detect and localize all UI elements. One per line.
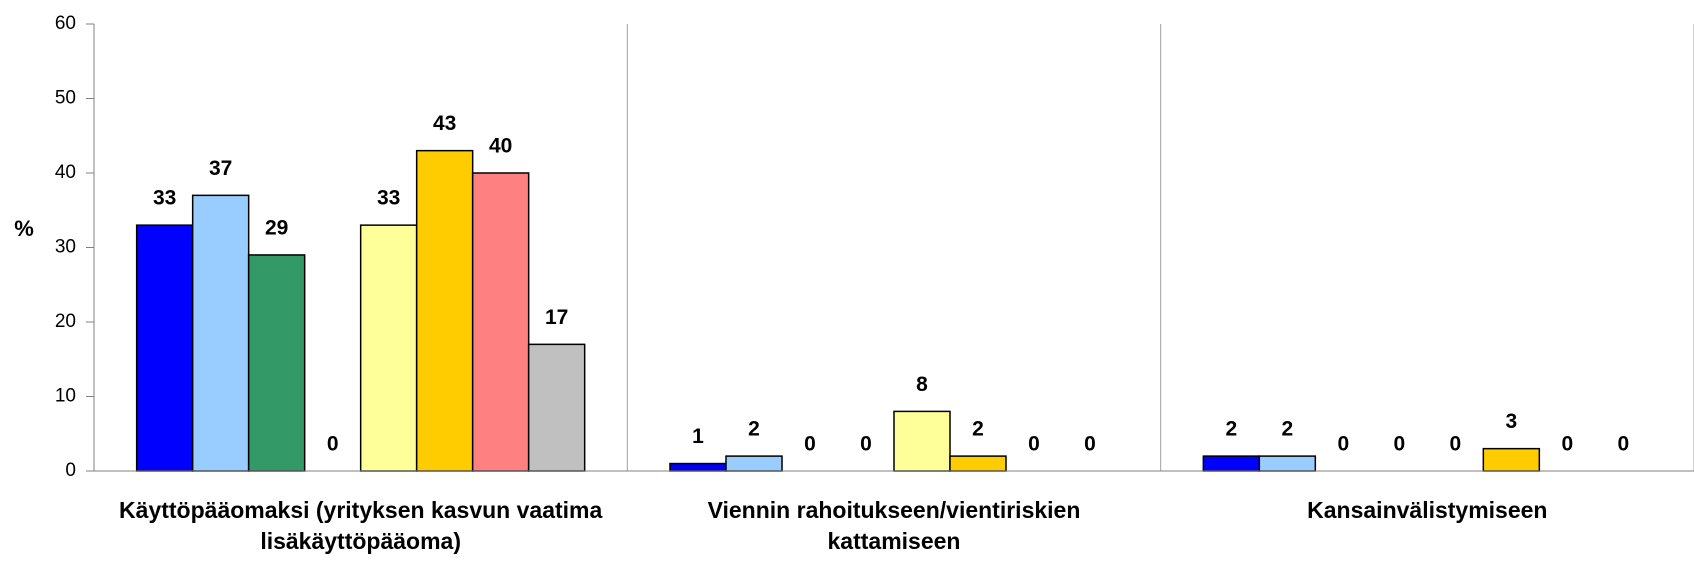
data-label: 0 bbox=[860, 433, 872, 456]
bar bbox=[359, 224, 418, 472]
data-label: 0 bbox=[1449, 433, 1461, 456]
bar bbox=[471, 172, 530, 472]
bar bbox=[415, 149, 474, 472]
y-tick-label: 30 bbox=[55, 237, 76, 258]
bar bbox=[893, 410, 951, 472]
data-label: 0 bbox=[1393, 433, 1405, 456]
data-label: 0 bbox=[1084, 433, 1096, 456]
data-label: 33 bbox=[377, 187, 400, 210]
data-label: 37 bbox=[209, 157, 232, 180]
data-label: 17 bbox=[545, 306, 568, 329]
data-label: 3 bbox=[1505, 410, 1517, 433]
bar bbox=[1258, 455, 1317, 472]
y-tick-label: 40 bbox=[55, 162, 76, 183]
bar bbox=[191, 194, 250, 472]
data-label: 0 bbox=[1028, 433, 1040, 456]
data-label: 1 bbox=[692, 425, 704, 448]
data-label: 0 bbox=[1337, 433, 1349, 456]
y-tick-label: 0 bbox=[65, 460, 76, 481]
y-tick-label: 50 bbox=[55, 88, 76, 109]
data-label: 2 bbox=[1225, 418, 1237, 441]
data-label: 2 bbox=[748, 418, 760, 441]
bar bbox=[1202, 455, 1261, 472]
bar bbox=[527, 343, 586, 472]
bar bbox=[669, 462, 727, 472]
data-label: 0 bbox=[1617, 433, 1629, 456]
data-label: 8 bbox=[916, 373, 928, 396]
bar bbox=[135, 224, 194, 472]
bar bbox=[247, 254, 306, 472]
x-tick-label: Viennin rahoitukseen/vientiriskien katta… bbox=[707, 497, 1081, 554]
y-tick-label: 60 bbox=[55, 13, 76, 34]
data-label: 0 bbox=[327, 433, 339, 456]
data-label: 2 bbox=[972, 418, 984, 441]
data-label: 29 bbox=[265, 216, 288, 239]
data-label: 0 bbox=[804, 433, 816, 456]
y-tick-label: 10 bbox=[55, 386, 76, 407]
data-label: 0 bbox=[1561, 433, 1573, 456]
data-label: 40 bbox=[489, 135, 512, 158]
data-label: 33 bbox=[153, 187, 176, 210]
y-tick-label: 20 bbox=[55, 311, 76, 332]
x-tick-label: Kansainvälistymiseen bbox=[1307, 497, 1548, 523]
bar bbox=[949, 455, 1007, 472]
x-tick-label: Käyttöpääomaksi (yrityksen kasvun vaatim… bbox=[119, 497, 603, 554]
data-label: 2 bbox=[1281, 418, 1293, 441]
y-axis-label: % bbox=[14, 216, 34, 241]
bar bbox=[725, 455, 783, 472]
data-label: 43 bbox=[433, 112, 456, 135]
bar bbox=[1482, 447, 1541, 472]
